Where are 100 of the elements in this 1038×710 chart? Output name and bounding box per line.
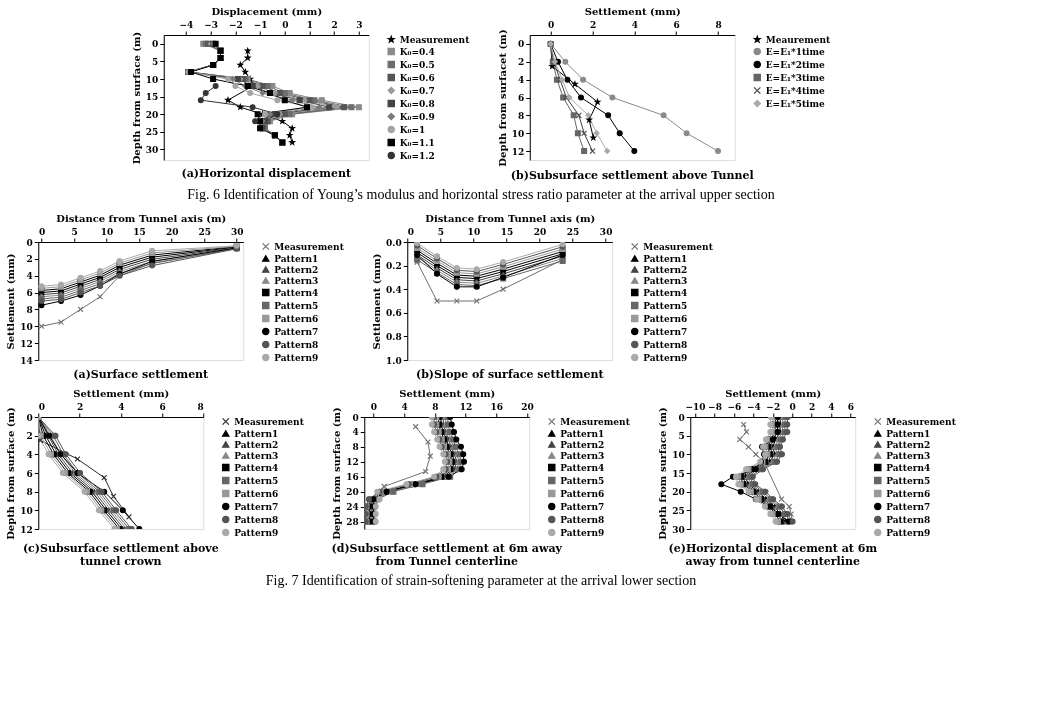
x-tick-label: 16: [490, 401, 504, 412]
legend-label: Pattern3: [643, 275, 688, 286]
legend-label: K₀=0.7: [399, 85, 435, 96]
y-tick-label: 0: [678, 412, 685, 423]
y-tick-label: 2: [26, 431, 33, 442]
x-tick-label: −3: [204, 19, 219, 30]
text: (e)Horizontal displacement at 6m away from tunnel centerline: [668, 542, 878, 569]
x-tick-label: −4: [746, 401, 761, 412]
x-axis-title: Settlement (mm): [73, 387, 170, 399]
y-tick-label: 2: [517, 57, 525, 68]
x-tick-label: 2: [76, 401, 84, 412]
legend-label: Pattern6: [560, 488, 605, 499]
x-tick-label: 6: [847, 401, 855, 412]
y-tick-label: 0.8: [386, 331, 402, 342]
legend-label: Pattern1: [274, 253, 319, 264]
x-tick-label: −2: [228, 19, 243, 30]
x-tick-label: 0: [548, 19, 555, 30]
legend-label: Pattern7: [643, 326, 688, 337]
legend-label: Pattern7: [234, 501, 279, 512]
x-tick-label: 0: [38, 401, 46, 412]
x-tick-label: 8: [197, 401, 204, 412]
legend-label: Pattern7: [274, 326, 319, 337]
legend-label: Pattern3: [234, 450, 279, 461]
legend-label: E=E₁*5time: [765, 98, 826, 109]
legend-label: K₀=0.9: [399, 111, 435, 122]
legend-label: Pattern4: [274, 287, 319, 298]
legend-label: Pattern6: [886, 488, 931, 499]
y-tick-label: 0: [26, 412, 33, 423]
legend-label: E=E₁*1time: [765, 46, 826, 57]
y-tick-label: 0: [352, 412, 359, 423]
legend-label: Pattern1: [643, 253, 688, 264]
legend-label: Pattern1: [886, 428, 931, 439]
y-tick-label: 0: [517, 39, 525, 50]
y-tick-label: 8: [26, 304, 33, 315]
y-tick-label: 28: [346, 517, 359, 528]
y-tick-label: 20: [346, 487, 359, 498]
x-tick-label: 15: [133, 226, 146, 237]
y-tick-label: 0: [26, 237, 33, 248]
legend-label: Meaurement: [765, 34, 832, 45]
legend-label: Measurement: [560, 416, 631, 427]
y-tick-label: 12: [20, 524, 33, 535]
legend-label: E=E₁*3time: [765, 72, 826, 83]
legend-label: K₀=0.6: [399, 72, 435, 83]
legend-label: Pattern3: [274, 275, 319, 286]
x-tick-label: 5: [437, 226, 444, 237]
y-tick-label: 20: [145, 109, 159, 120]
legend-label: Pattern6: [234, 488, 279, 499]
y-tick-label: 16: [346, 472, 359, 483]
legend-label: Measurement: [234, 416, 305, 427]
y-tick-label: 6: [26, 288, 33, 299]
legend-label: Pattern1: [560, 428, 605, 439]
legend-label: Pattern5: [274, 300, 319, 311]
x-tick-label: −1: [253, 19, 268, 30]
x-tick-label: 0: [407, 226, 415, 237]
y-axis-title: Depth from surface (m): [657, 407, 669, 540]
y-tick-label: 0.6: [386, 308, 402, 319]
legend-label: Pattern1: [234, 428, 279, 439]
legend-label: Pattern9: [886, 527, 931, 538]
x-tick-label: 0: [38, 226, 46, 237]
y-tick-label: 5: [151, 56, 159, 67]
y-axis-title: Depth from surface (m): [331, 407, 343, 540]
legend-label: Pattern9: [560, 527, 605, 538]
x-tick-label: 2: [808, 401, 816, 412]
y-tick-label: 12: [20, 338, 33, 349]
text: Fig. 6 Identification of Young’s modulus and horizontal stress ratio parameter at the arrival upper section: [187, 186, 775, 202]
legend-label: Pattern4: [643, 287, 688, 298]
legend-label: Pattern8: [274, 339, 319, 350]
x-tick-label: 0: [789, 401, 796, 412]
y-tick-label: 4: [26, 271, 33, 282]
x-tick-label: 20: [533, 226, 547, 237]
x-tick-label: 4: [828, 401, 835, 412]
y-tick-label: 2: [26, 254, 33, 265]
legend-label: Pattern6: [643, 313, 688, 324]
legend-label: K₀=1.1: [399, 137, 435, 148]
x-tick-label: −8: [708, 401, 722, 412]
x-tick-label: 2: [331, 19, 338, 30]
x-tick-label: 30: [230, 226, 244, 237]
x-tick-label: 12: [459, 401, 473, 412]
legend-label: Measurement: [399, 34, 471, 45]
y-tick-label: 30: [672, 524, 685, 535]
y-tick-label: 8: [352, 442, 359, 453]
x-tick-label: 0: [370, 401, 378, 412]
text: Fig. 7 Identification of strain-softening parameter at the arrival lower section: [265, 572, 697, 588]
text: (a)Surface settlement: [73, 368, 210, 381]
y-tick-label: 20: [672, 487, 685, 498]
legend-label: Pattern4: [234, 462, 279, 473]
legend-label: Pattern6: [274, 313, 319, 324]
legend-label: Pattern4: [886, 462, 931, 473]
legend-label: Pattern5: [643, 300, 688, 311]
x-axis-title: Settlement (mm): [399, 387, 496, 399]
legend-label: Pattern3: [886, 450, 931, 461]
legend-label: Pattern8: [234, 514, 279, 525]
legend-label: Pattern9: [234, 527, 279, 538]
legend-label: Pattern5: [560, 475, 605, 486]
y-tick-label: 5: [678, 431, 685, 442]
y-tick-label: 15: [672, 468, 685, 479]
text: (b)Subsurface settlement above Tunnel: [510, 169, 754, 183]
legend-label: Pattern7: [886, 501, 931, 512]
x-tick-label: −6: [727, 401, 742, 412]
legend-label: Pattern4: [560, 462, 605, 473]
